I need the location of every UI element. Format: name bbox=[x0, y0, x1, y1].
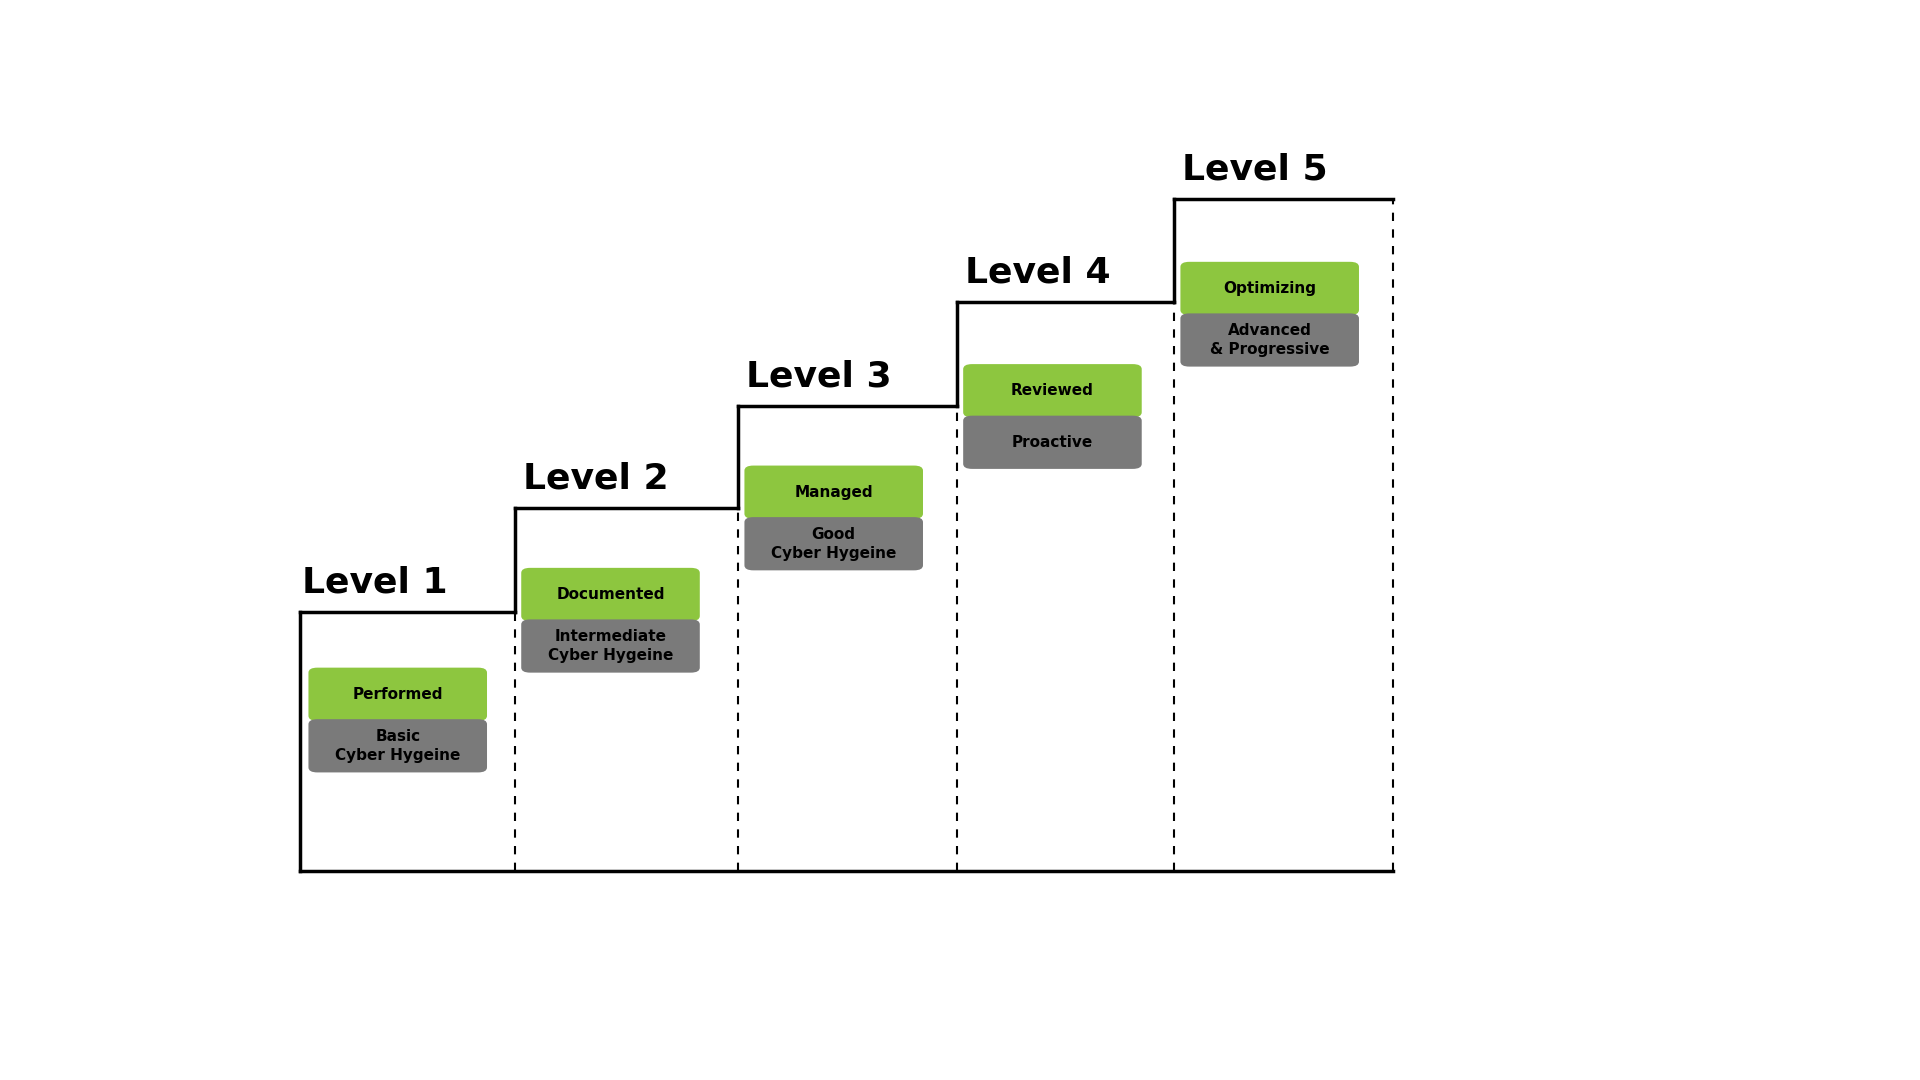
Text: Managed: Managed bbox=[795, 485, 874, 500]
FancyBboxPatch shape bbox=[745, 465, 924, 518]
FancyBboxPatch shape bbox=[964, 364, 1142, 417]
FancyBboxPatch shape bbox=[1181, 313, 1359, 366]
Text: Documented: Documented bbox=[557, 586, 664, 602]
Text: Good
Cyber Hygeine: Good Cyber Hygeine bbox=[772, 527, 897, 561]
FancyBboxPatch shape bbox=[309, 667, 488, 720]
Text: Reviewed: Reviewed bbox=[1012, 383, 1094, 399]
Text: Level 5: Level 5 bbox=[1183, 153, 1327, 187]
FancyBboxPatch shape bbox=[745, 517, 924, 570]
Text: Advanced
& Progressive: Advanced & Progressive bbox=[1210, 323, 1329, 356]
Text: Level 2: Level 2 bbox=[522, 461, 668, 496]
Text: Performed: Performed bbox=[353, 687, 444, 702]
Text: Level 3: Level 3 bbox=[745, 360, 891, 393]
FancyBboxPatch shape bbox=[520, 620, 699, 673]
FancyBboxPatch shape bbox=[309, 719, 488, 772]
FancyBboxPatch shape bbox=[520, 568, 699, 621]
Text: Proactive: Proactive bbox=[1012, 435, 1092, 449]
Text: Basic
Cyber Hygeine: Basic Cyber Hygeine bbox=[336, 729, 461, 762]
FancyBboxPatch shape bbox=[964, 416, 1142, 469]
Text: Optimizing: Optimizing bbox=[1223, 281, 1317, 296]
Text: Level 1: Level 1 bbox=[303, 566, 447, 599]
FancyBboxPatch shape bbox=[1181, 261, 1359, 315]
Text: Level 4: Level 4 bbox=[964, 255, 1110, 289]
Text: Intermediate
Cyber Hygeine: Intermediate Cyber Hygeine bbox=[547, 630, 674, 663]
